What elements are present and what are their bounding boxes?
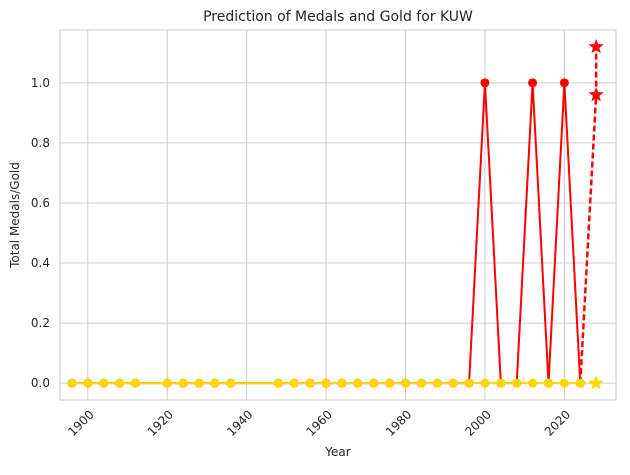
prediction-star-marker	[588, 86, 604, 102]
data-point	[416, 378, 426, 388]
data-point	[226, 378, 236, 388]
data-point	[99, 378, 109, 388]
y-tick-label: 0.4	[31, 256, 50, 270]
data-point	[289, 378, 299, 388]
data-point	[194, 378, 204, 388]
data-point	[210, 378, 220, 388]
x-tick-label: 1940	[224, 407, 255, 438]
data-point	[480, 378, 490, 388]
data-point	[273, 378, 283, 388]
data-point	[480, 78, 490, 88]
data-point	[401, 378, 411, 388]
data-point	[337, 378, 347, 388]
y-tick-label: 0.6	[31, 196, 50, 210]
data-point	[385, 378, 395, 388]
data-point	[83, 378, 93, 388]
data-point	[559, 78, 569, 88]
series-1	[67, 375, 604, 390]
plot-frame	[59, 29, 617, 401]
data-point	[353, 378, 363, 388]
data-point	[512, 378, 522, 388]
x-axis-label: Year	[324, 445, 350, 459]
y-tick-label: 0.8	[31, 136, 50, 150]
x-tick-label: 1960	[304, 407, 335, 438]
x-tick-label: 1920	[145, 407, 176, 438]
data-point	[115, 378, 125, 388]
chart-title: Prediction of Medals and Gold for KUW	[203, 9, 473, 25]
y-tick-label: 0.2	[31, 316, 50, 330]
data-point	[67, 378, 77, 388]
x-tick-label: 1980	[383, 407, 414, 438]
y-tick-label: 1.0	[31, 76, 50, 90]
data-point	[162, 378, 172, 388]
data-point	[464, 378, 474, 388]
x-tick-label: 2020	[542, 407, 573, 438]
data-point	[575, 378, 585, 388]
data-point	[496, 378, 506, 388]
y-tick-label: 0.0	[31, 376, 50, 390]
prediction-star-marker	[588, 375, 604, 390]
data-point	[528, 378, 538, 388]
data-series	[67, 38, 604, 390]
prediction-star-marker	[588, 38, 604, 54]
data-point	[178, 378, 188, 388]
data-point	[369, 378, 379, 388]
data-point	[559, 378, 569, 388]
data-point	[448, 378, 458, 388]
plot-area-background	[60, 30, 616, 400]
data-point	[528, 78, 538, 88]
y-axis-label: Total Medals/Gold	[8, 162, 22, 269]
data-point	[305, 378, 315, 388]
x-tick-label: 1900	[65, 407, 96, 438]
axes-frame	[59, 29, 617, 401]
data-point	[432, 378, 442, 388]
data-point	[130, 378, 140, 388]
x-tick-label: 2000	[462, 407, 493, 438]
data-point	[543, 378, 553, 388]
data-point	[321, 378, 331, 388]
